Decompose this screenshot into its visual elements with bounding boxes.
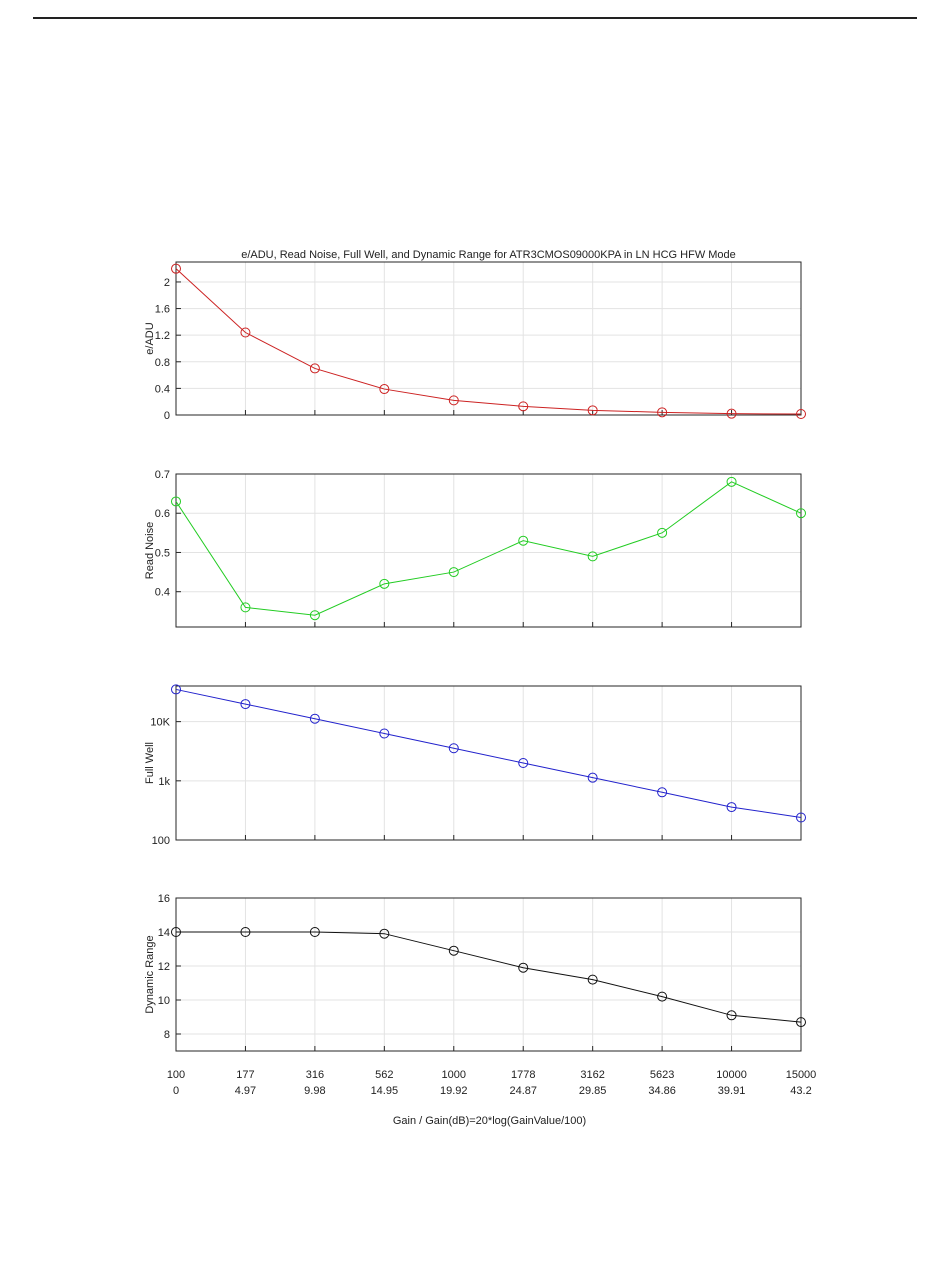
x-axis-label: Gain / Gain(dB)=20*log(GainValue/100): [393, 1115, 586, 1127]
full-well-plot-border: [175, 685, 802, 841]
dynamic-range-y-axis-label: Dynamic Range: [144, 935, 156, 1013]
x-tick-gain-label: 1000: [442, 1069, 466, 1081]
read-noise-y-axis-label: Read Noise: [144, 522, 156, 579]
x-tick-gain-label: 15000: [786, 1069, 817, 1081]
dynamic-range-plot-border: [175, 897, 802, 1052]
e-adu-data-point: [171, 263, 181, 274]
e-adu-data-point: [448, 395, 459, 406]
full-well-data-point: [726, 802, 737, 813]
x-tick-db-label: 0: [173, 1085, 179, 1097]
x-tick-gain-label: 177: [236, 1069, 254, 1081]
full-well-ytick-label: 10K: [150, 717, 170, 729]
dynamic-range-plot-frame: [175, 897, 802, 1052]
dynamic-range-data-point: [240, 927, 251, 937]
dynamic-range-ytick-label: 16: [158, 893, 170, 905]
chart-title: e/ADU, Read Noise, Full Well, and Dynami…: [241, 249, 736, 261]
x-tick-db-label: 39.91: [718, 1085, 746, 1097]
dynamic-range-data-point: [657, 991, 668, 1002]
dynamic-range-data-point: [448, 945, 459, 956]
e-adu-ytick-label: 0.4: [155, 383, 170, 395]
read-noise-data-point: [448, 567, 459, 578]
e-adu-plot-frame: [175, 261, 802, 416]
read-noise-series-line: [175, 481, 802, 616]
dynamic-range-data-point: [587, 974, 598, 985]
e-adu-data-point: [587, 405, 598, 416]
dynamic-range-ytick-label: 12: [158, 961, 170, 973]
dynamic-range-data-point: [796, 1017, 806, 1028]
dynamic-range-series-line: [176, 931, 802, 1023]
full-well-series-line: [175, 688, 802, 818]
full-well-data-point: [379, 728, 390, 739]
x-tick-gain-label: 562: [375, 1069, 393, 1081]
x-tick-db-label: 14.95: [371, 1085, 399, 1097]
full-well-ytick-label: 1k: [158, 776, 170, 788]
full-well-data-point: [796, 812, 806, 823]
read-noise-ytick-label: 0.4: [155, 587, 170, 599]
x-tick-db-label: 29.85: [579, 1085, 607, 1097]
e-adu-ytick-label: 0: [164, 410, 170, 422]
e-adu-data-point: [657, 407, 668, 418]
x-tick-db-label: 4.97: [235, 1085, 256, 1097]
x-tick-gain-label: 1778: [511, 1069, 535, 1081]
read-noise-data-point: [171, 496, 181, 507]
e-adu-data-point: [240, 327, 251, 338]
e-adu-ytick-label: 0.8: [155, 357, 170, 369]
full-well-data-point: [309, 713, 320, 724]
read-noise-ytick-label: 0.6: [155, 508, 170, 520]
x-tick-db-label: 43.2: [790, 1085, 811, 1097]
read-noise-data-point: [796, 508, 806, 519]
e-adu-data-point: [518, 401, 529, 412]
e-adu-data-point: [309, 363, 320, 374]
e-adu-data-point: [379, 384, 390, 395]
x-tick-gain-label: 5623: [650, 1069, 674, 1081]
read-noise-plot-frame: [175, 473, 802, 628]
x-tick-gain-label: 10000: [716, 1069, 747, 1081]
read-noise-ytick-label: 0.7: [155, 469, 170, 481]
x-tick-gain-label: 3162: [580, 1069, 604, 1081]
dynamic-range-ytick-label: 10: [158, 995, 170, 1007]
x-tick-db-label: 19.92: [440, 1085, 468, 1097]
page-top-rule: [33, 17, 917, 19]
dynamic-range-data-point: [726, 1010, 737, 1021]
x-tick-db-label: 34.86: [648, 1085, 676, 1097]
e-adu-series-line: [175, 268, 802, 415]
full-well-data-point: [587, 772, 598, 783]
full-well-y-axis-label: Full Well: [144, 742, 156, 784]
e-adu-data-point: [796, 409, 806, 420]
e-adu-ytick-label: 1.6: [155, 304, 170, 316]
full-well-data-point: [657, 787, 668, 798]
read-noise-data-point: [518, 535, 529, 546]
read-noise-data-point: [587, 551, 598, 562]
x-tick-gain-label: 100: [167, 1069, 185, 1081]
e-adu-data-point: [726, 408, 737, 419]
dynamic-range-data-point: [518, 962, 529, 973]
x-tick-gain-label: 316: [306, 1069, 324, 1081]
full-well-data-point: [518, 758, 529, 768]
read-noise-data-point: [309, 610, 320, 621]
e-adu-ytick-label: 2: [164, 277, 170, 289]
e-adu-y-axis-label: e/ADU: [144, 322, 156, 354]
dynamic-range-data-point: [309, 927, 320, 937]
dynamic-range-ytick-label: 8: [164, 1029, 170, 1041]
full-well-ytick-label: 100: [152, 835, 170, 847]
full-well-data-point: [240, 699, 251, 710]
read-noise-plot-border: [175, 473, 802, 628]
read-noise-ytick-label: 0.5: [155, 547, 170, 559]
read-noise-data-point: [379, 578, 390, 589]
e-adu-ytick-label: 1.2: [155, 330, 170, 342]
dynamic-range-data-point: [171, 927, 181, 937]
read-noise-data-point: [726, 476, 737, 487]
e-adu-plot-border: [175, 261, 802, 416]
dynamic-range-data-point: [379, 928, 390, 939]
read-noise-data-point: [240, 602, 251, 613]
dynamic-range-ytick-label: 14: [158, 927, 170, 939]
x-tick-db-label: 24.87: [509, 1085, 537, 1097]
x-tick-db-label: 9.98: [304, 1085, 325, 1097]
read-noise-data-point: [657, 527, 668, 538]
full-well-data-point: [448, 743, 459, 754]
full-well-data-point: [171, 684, 181, 695]
